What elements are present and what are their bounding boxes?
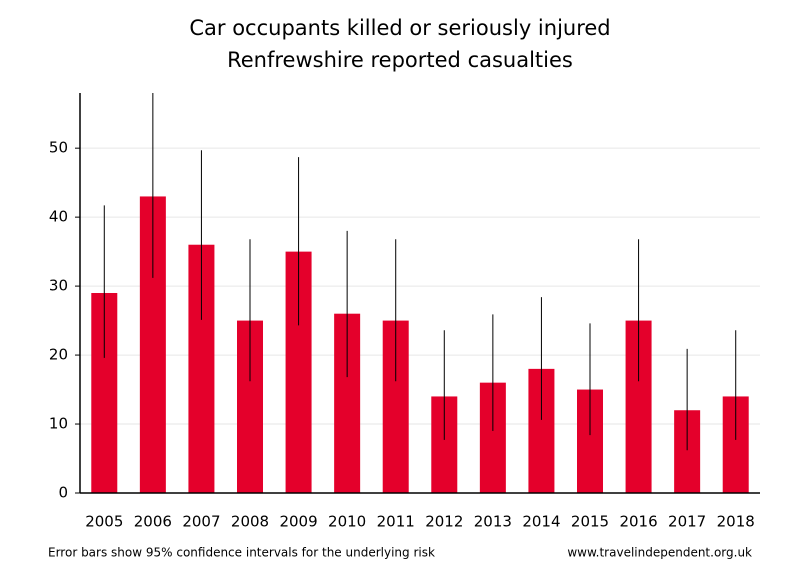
y-tick-label: 10 xyxy=(49,415,68,433)
x-tick-label: 2010 xyxy=(328,513,366,531)
x-tick-label: 2012 xyxy=(425,513,463,531)
y-tick-label: 30 xyxy=(49,277,68,295)
x-tick-label: 2007 xyxy=(182,513,220,531)
x-tick-label: 2017 xyxy=(668,513,706,531)
x-tick-label: 2015 xyxy=(571,513,609,531)
x-tick-label: 2013 xyxy=(474,513,512,531)
x-tick-label: 2014 xyxy=(522,513,560,531)
y-tick-label: 40 xyxy=(49,208,68,226)
x-tick-label: 2018 xyxy=(717,513,755,531)
chart-title: Car occupants killed or seriously injure… xyxy=(189,16,610,40)
x-tick-label: 2005 xyxy=(85,513,123,531)
y-tick-label: 20 xyxy=(49,346,68,364)
x-tick-label: 2008 xyxy=(231,513,269,531)
x-tick-label: 2009 xyxy=(279,513,317,531)
x-tick-label: 2006 xyxy=(134,513,172,531)
chart-subtitle: Renfrewshire reported casualties xyxy=(227,48,573,72)
y-tick-label: 50 xyxy=(49,139,68,157)
x-tick-label: 2011 xyxy=(377,513,415,531)
x-tick-label: 2016 xyxy=(619,513,657,531)
y-tick-label: 0 xyxy=(58,484,68,502)
footnote: Error bars show 95% confidence intervals… xyxy=(48,546,435,560)
source: www.travelindependent.org.uk xyxy=(567,546,752,560)
